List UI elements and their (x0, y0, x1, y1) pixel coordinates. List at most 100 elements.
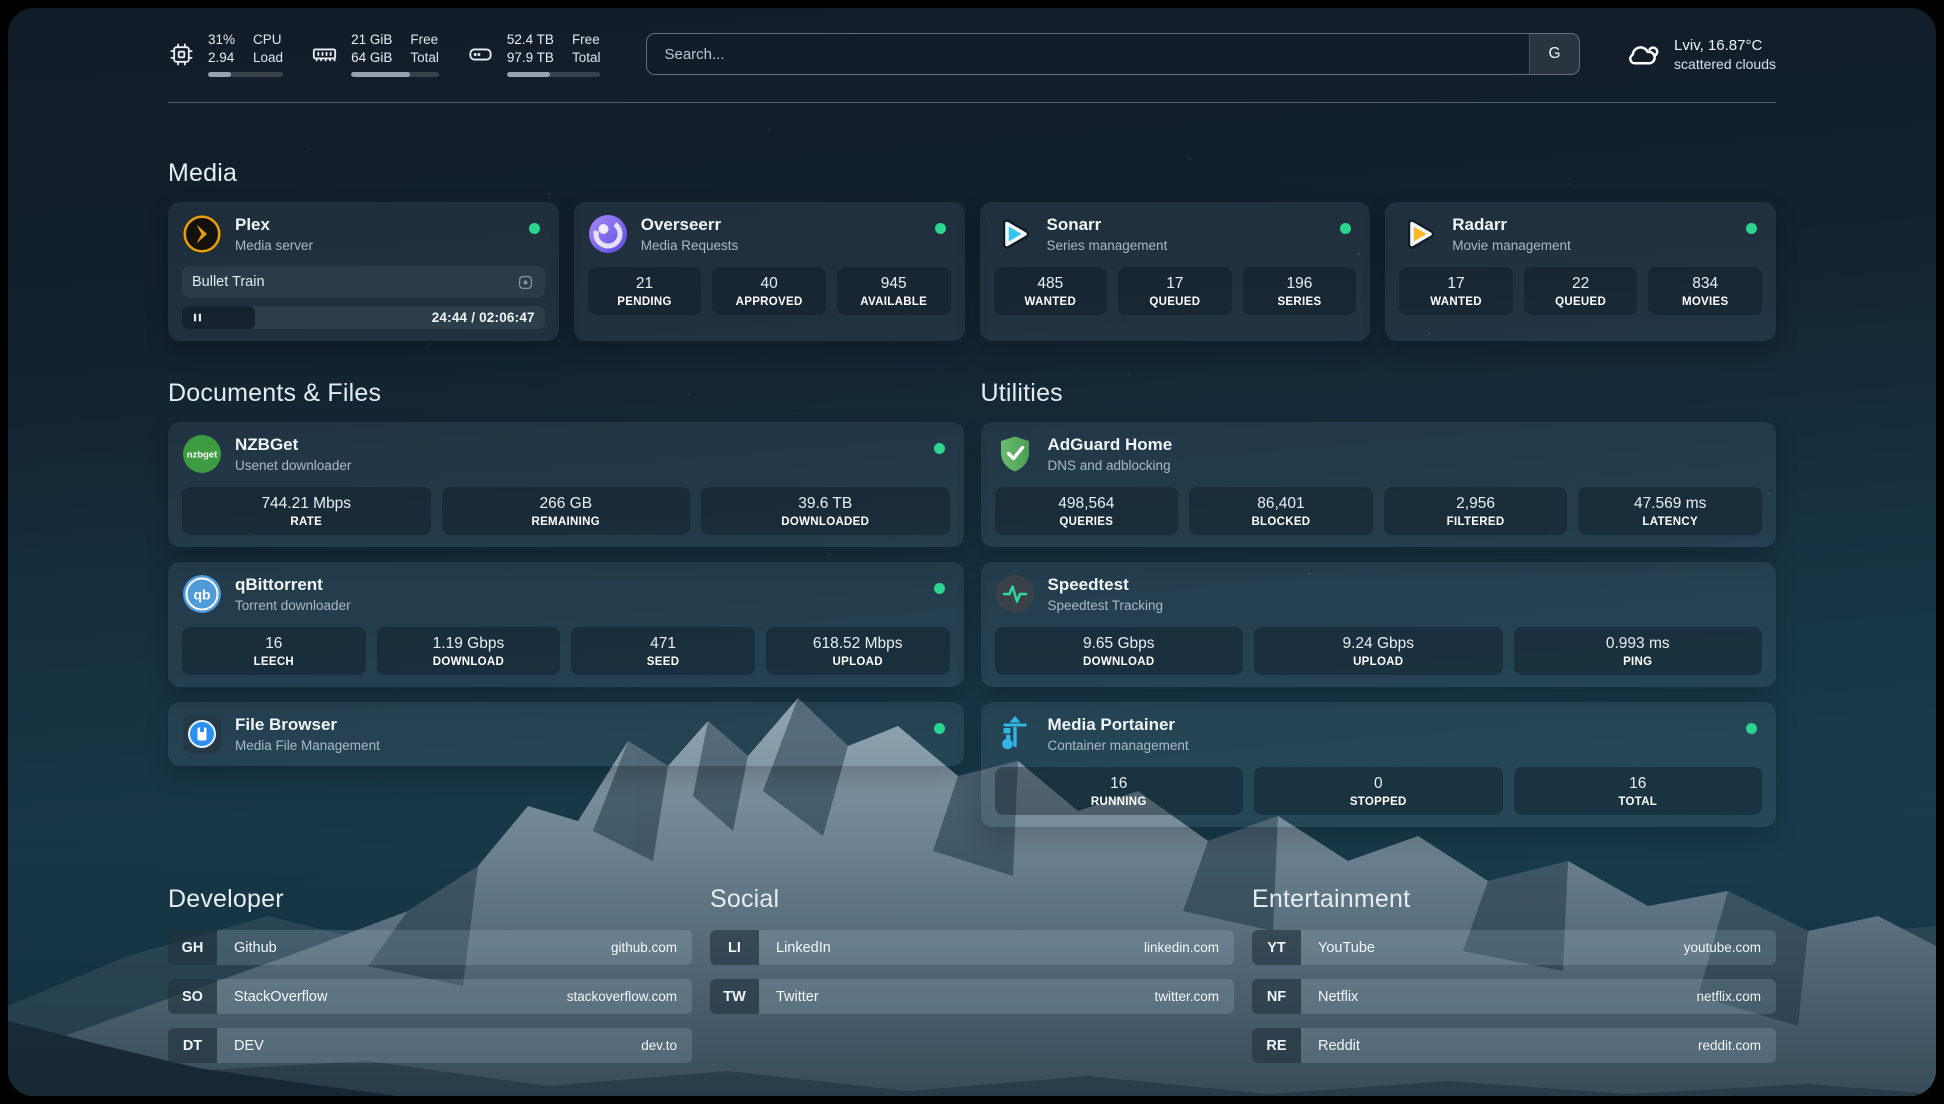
service-card-filebrowser[interactable]: File Browser Media File Management (168, 702, 964, 766)
bookmark-name: Reddit (1318, 1037, 1360, 1054)
bookmark-group-social: Social LI LinkedIn linkedin.com TW Twitt… (710, 885, 1234, 1063)
bookmark-stackoverflow[interactable]: SO StackOverflow stackoverflow.com (168, 979, 692, 1014)
memory-free-value: 21 GiB (351, 32, 393, 47)
bookmark-netflix[interactable]: NF Netflix netflix.com (1252, 979, 1776, 1014)
cpu-usage-bar (208, 72, 284, 77)
section-documents: Documents & Files nzbget NZBGet (168, 379, 964, 766)
bookmark-reddit[interactable]: RE Reddit reddit.com (1252, 1028, 1776, 1063)
bookmark-url: dev.to (641, 1038, 677, 1053)
stat-box: 945 AVAILABLE (836, 267, 951, 315)
service-card-sonarr[interactable]: Sonarr Series management 485 WANTED 17 QUE… (979, 202, 1371, 341)
stat-box: 40 APPROVED (712, 267, 826, 315)
service-card-plex[interactable]: Plex Media server Bullet Train (168, 202, 559, 341)
service-subtitle: Usenet downloader (235, 458, 352, 473)
service-card-radarr[interactable]: Radarr Movie management 17 WANTED 22 QUEUE… (1385, 202, 1776, 341)
stat-box: 498,564 QUERIES (994, 487, 1179, 535)
service-card-qbittorrent[interactable]: qb qBittorrent Torrent downloader 16 LEEC… (168, 562, 964, 687)
search-engine-button[interactable]: G (1529, 34, 1580, 74)
service-card-nzbget[interactable]: nzbget NZBGet Usenet downloader 744.21 M… (168, 422, 964, 547)
service-title: qBittorrent (235, 575, 323, 594)
sonarr-icon (994, 214, 1034, 254)
ram-icon (311, 41, 338, 68)
bookmark-abbr: LI (710, 930, 759, 965)
top-bar: 31% CPU 2.94 Load 21 (168, 30, 1776, 78)
memory-total-value: 64 GiB (351, 50, 393, 65)
stat-box: 9.65 Gbps DOWNLOAD (994, 627, 1243, 675)
weather-widget: Lviv, 16.87°C scattered clouds (1626, 37, 1776, 72)
service-title: Plex (235, 215, 270, 234)
adguard-icon (995, 434, 1035, 474)
stat-box: 17 WANTED (1399, 267, 1513, 315)
bookmark-github[interactable]: GH Github github.com (168, 930, 692, 965)
nzbget-icon: nzbget (182, 434, 222, 474)
stat-box: 196 SERIES (1242, 267, 1357, 315)
stat-box: 266 GB REMAINING (441, 487, 690, 535)
service-subtitle: Speedtest Tracking (1047, 598, 1164, 613)
memory-total-label: Total (410, 50, 439, 65)
dashboard-page: 31% CPU 2.94 Load 21 (8, 8, 1936, 1096)
now-playing-row: Bullet Train (182, 266, 545, 298)
service-card-overseerr[interactable]: Overseerr Media Requests 21 PENDING 40 APP… (573, 202, 965, 341)
bookmark-twitter[interactable]: TW Twitter twitter.com (710, 979, 1234, 1014)
bookmark-linkedin[interactable]: LI LinkedIn linkedin.com (710, 930, 1234, 965)
disk-free-value: 52.4 TB (506, 32, 554, 47)
memory-usage-bar (351, 72, 439, 77)
stat-box: 86,401 BLOCKED (1189, 487, 1373, 535)
overseerr-icon (588, 214, 628, 254)
header-divider (168, 102, 1776, 103)
cpu-load-label: Load (253, 50, 284, 65)
service-subtitle: Movie management (1452, 238, 1571, 253)
stat-box: 17 QUEUED (1118, 267, 1232, 315)
section-title-entertainment: Entertainment (1252, 885, 1411, 913)
bookmark-name: YouTube (1318, 939, 1375, 956)
bookmark-name: DEV (234, 1037, 264, 1054)
cpu-load-value: 2.94 (208, 50, 235, 65)
bookmark-abbr: YT (1252, 930, 1301, 965)
service-title: Radarr (1452, 215, 1508, 234)
stat-box: 0.993 ms PING (1513, 627, 1762, 675)
status-dot (1340, 223, 1352, 234)
service-subtitle: Media Requests (640, 238, 739, 253)
status-dot (1746, 223, 1757, 234)
stat-box: 1.19 Gbps DOWNLOAD (376, 627, 561, 675)
bookmark-abbr: DT (168, 1028, 217, 1063)
mountain-wallpaper (8, 698, 1936, 1096)
film-icon (516, 273, 535, 292)
service-title: Sonarr (1046, 215, 1102, 234)
stat-box: 9.24 Gbps UPLOAD (1254, 627, 1503, 675)
playback-progress-fill (182, 306, 255, 329)
bookmark-abbr: RE (1252, 1028, 1301, 1063)
service-card-speedtest[interactable]: Speedtest Speedtest Tracking 9.65 Gbps DO… (980, 562, 1776, 687)
bookmark-abbr: NF (1252, 979, 1301, 1014)
system-stats: 31% CPU 2.94 Load 21 (168, 31, 601, 77)
section-title-documents: Documents & Files (168, 379, 382, 407)
section-utilities: Utilities (980, 379, 1776, 827)
section-media: Media Plex (168, 159, 1776, 341)
bookmark-dev[interactable]: DT DEV dev.to (168, 1028, 692, 1063)
svg-text:nzbget: nzbget (187, 450, 218, 461)
service-title: AdGuard Home (1047, 435, 1173, 454)
status-dot (528, 223, 540, 234)
bookmark-abbr: TW (710, 979, 759, 1014)
cpu-icon (168, 41, 195, 68)
section-title-social: Social (710, 885, 780, 913)
filebrowser-icon (182, 714, 222, 754)
service-card-portainer[interactable]: Media Portainer Container management 16 R… (980, 702, 1776, 827)
stat-box: 16 TOTAL (1513, 767, 1762, 815)
stat-box: 0 STOPPED (1254, 767, 1503, 815)
stat-box: 834 MOVIES (1648, 267, 1762, 315)
weather-condition: scattered clouds (1674, 55, 1776, 72)
cloud-icon (1626, 37, 1661, 72)
bookmark-url: github.com (610, 940, 677, 955)
stat-box: 16 LEECH (182, 627, 366, 675)
service-card-adguard[interactable]: AdGuard Home DNS and adblocking 498,564 Q… (980, 422, 1776, 547)
bookmark-url: youtube.com (1683, 940, 1761, 955)
bookmark-youtube[interactable]: YT YouTube youtube.com (1252, 930, 1776, 965)
bookmark-url: linkedin.com (1143, 940, 1219, 955)
bookmark-name: StackOverflow (234, 988, 328, 1005)
section-title-utilities: Utilities (980, 379, 1063, 407)
bookmark-url: twitter.com (1154, 989, 1219, 1004)
service-subtitle: Container management (1047, 738, 1189, 753)
search-input[interactable] (647, 34, 1530, 74)
section-title-developer: Developer (168, 885, 284, 913)
